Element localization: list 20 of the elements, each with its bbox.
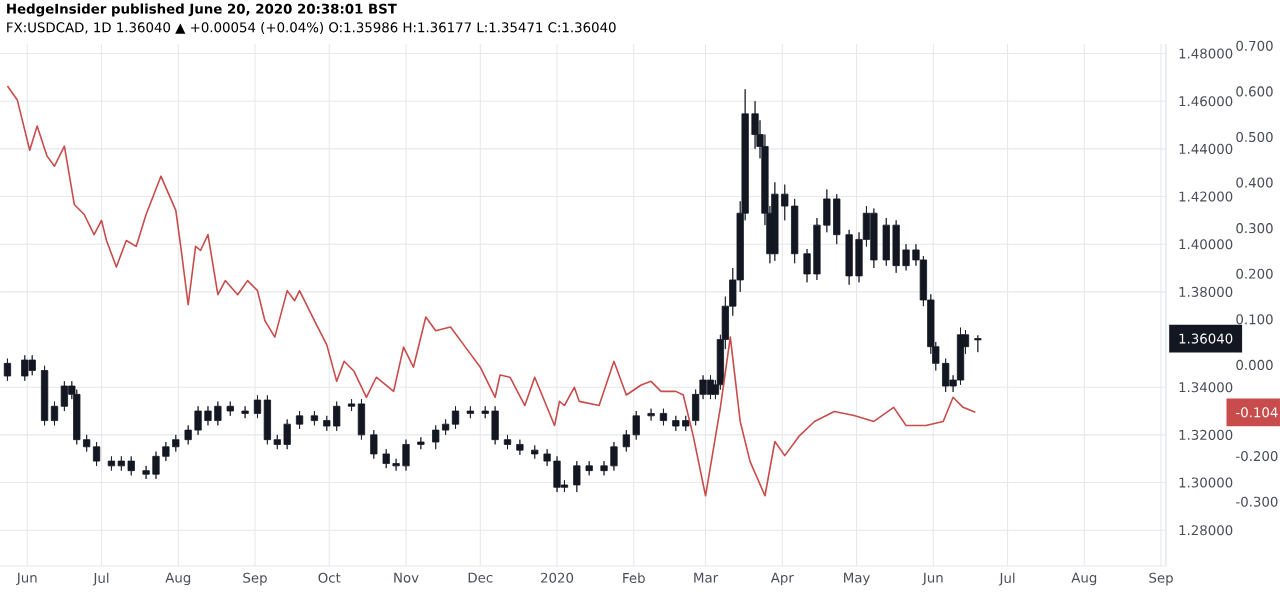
candlestick [573,460,581,493]
candlestick [370,429,378,460]
candlestick [516,439,524,456]
candlestick [295,410,304,430]
candlestick [417,436,425,450]
candlestick [28,354,36,376]
candlestick [466,405,474,419]
candlestick [226,401,234,417]
candlestick [310,410,319,426]
candlestick [531,444,539,460]
candlestick [585,460,593,476]
candlestick [503,434,512,450]
candlestick [241,405,249,419]
candlestick [21,354,29,382]
candlestick [956,327,965,386]
candlestick [3,358,12,382]
candlestick [659,408,668,426]
candlestick [647,408,655,421]
candlestick [870,208,878,269]
candlestick [974,334,982,353]
